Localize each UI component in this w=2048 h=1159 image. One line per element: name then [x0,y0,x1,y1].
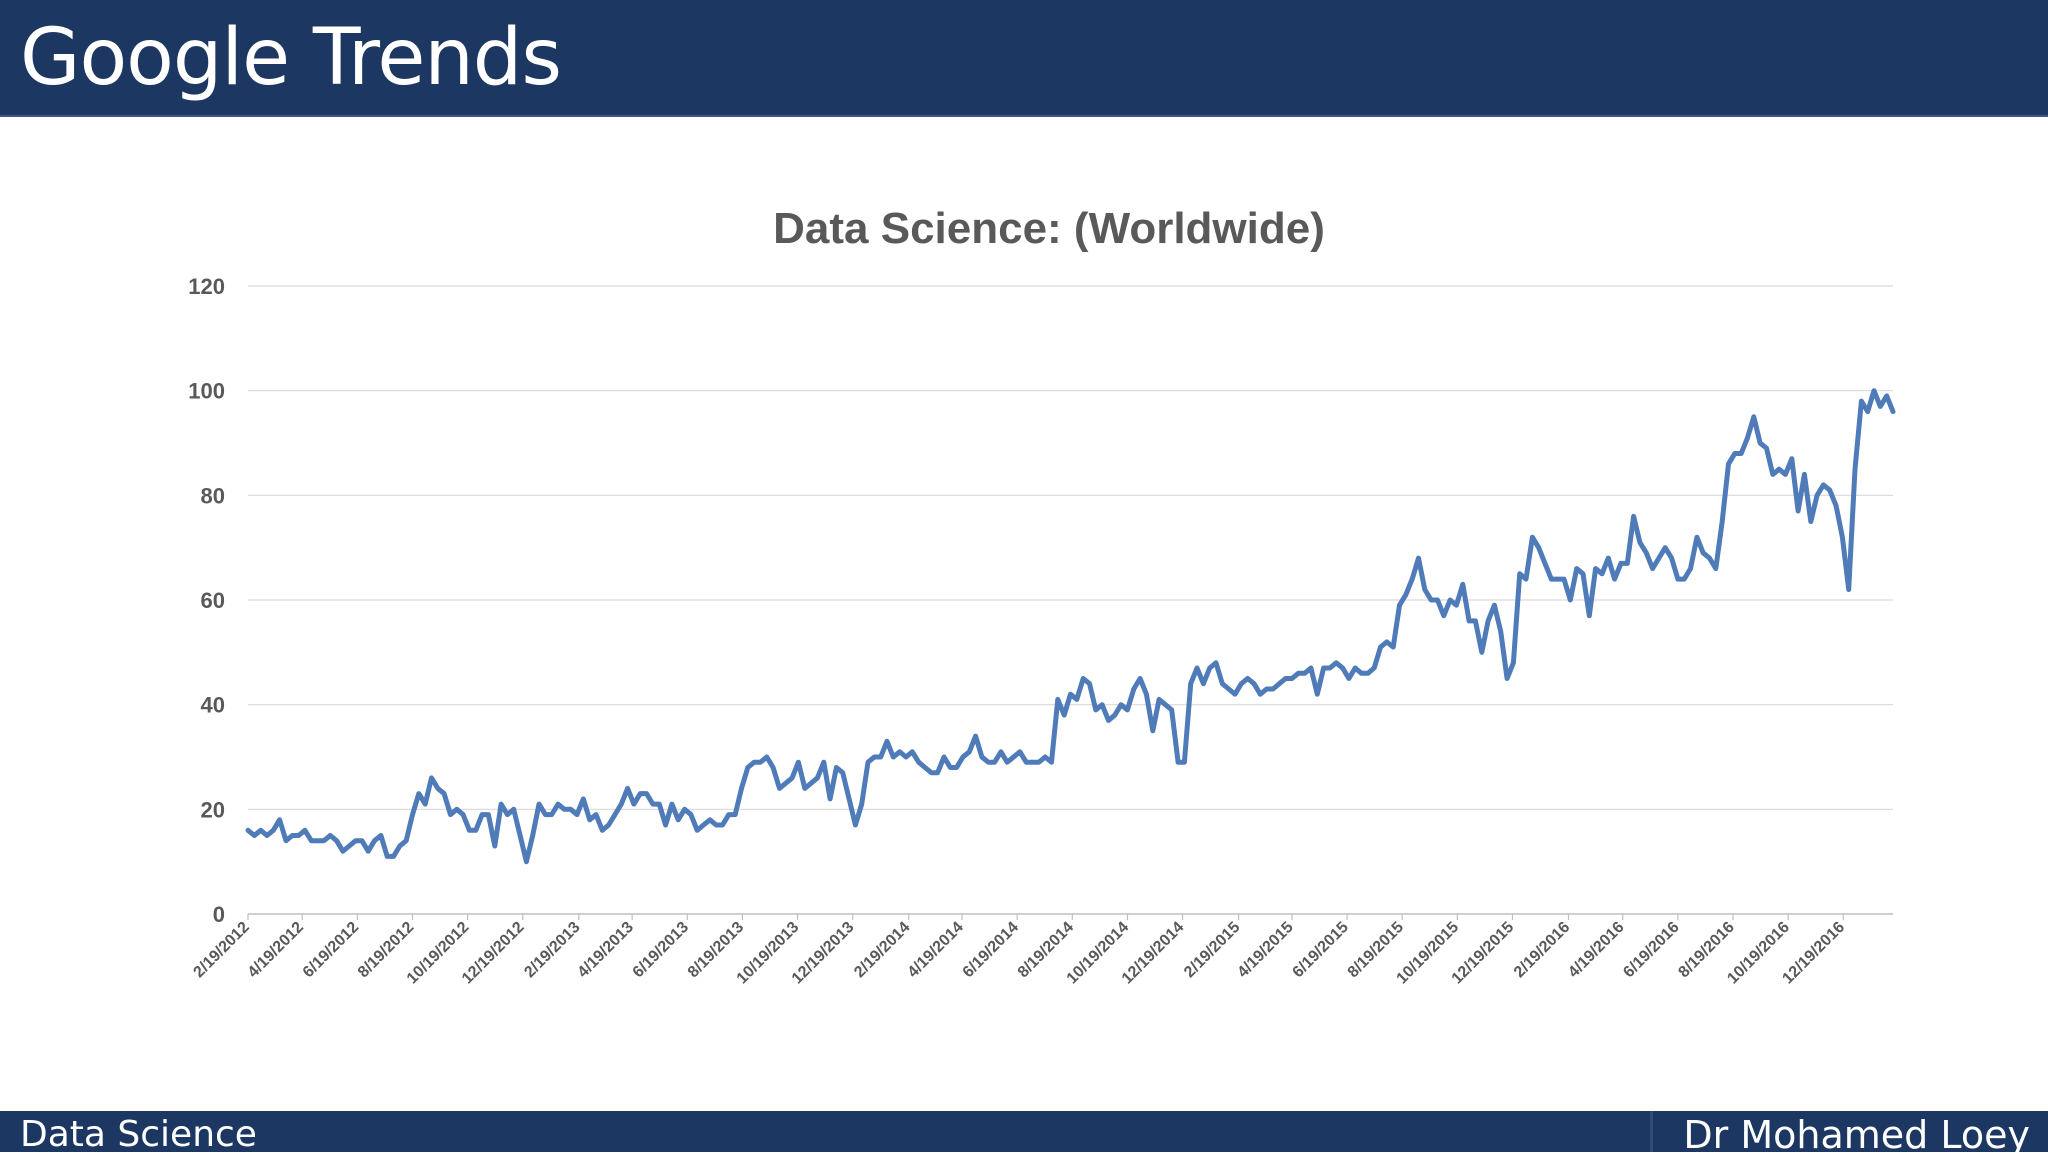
y-tick-label: 120 [188,274,225,299]
slide-title: Google Trends [20,13,562,103]
x-tick-label: 4/19/2013 [575,919,637,981]
footer-author: Dr Mohamed Loey [1683,1113,2030,1157]
x-tick-label: 6/19/2015 [1290,919,1352,981]
y-tick-label: 40 [201,693,225,718]
y-tick-label: 0 [213,902,225,927]
x-tick-label: 4/19/2014 [905,919,967,981]
series-layer [245,388,1896,865]
x-tick-label: 2/19/2016 [1511,919,1573,981]
footer-course-title: Data Science [20,1114,257,1155]
header-bar: Google Trends [0,0,2048,117]
chart-title: Data Science: (Worldwide) [773,204,1325,253]
line-chart: Data Science: (Worldwide) 0 20 40 60 80 100 12… [188,204,1896,987]
series-line [245,388,1896,865]
x-tick-label: 4/19/2016 [1565,919,1627,981]
x-tick-label: 2/19/2013 [521,919,583,981]
footer-bar: Data Science Dr Mohamed Loey [0,1111,2048,1157]
gridlines [248,285,1893,915]
y-tick-label: 100 [188,379,225,404]
x-tick-label: 6/19/2016 [1620,919,1682,981]
footer-divider [1650,1111,1653,1152]
x-tick-label: 6/19/2014 [960,919,1022,981]
y-tick-label: 20 [201,797,225,822]
x-tick-label: 6/19/2012 [300,919,362,981]
x-axis-ticks: 2/19/20124/19/20126/19/20128/19/201210/1… [190,914,1848,987]
x-tick-label: 2/19/2014 [851,919,913,981]
x-tick-label: 6/19/2013 [630,919,692,981]
x-tick-label: 2/19/2015 [1181,919,1243,981]
y-tick-label: 80 [201,483,225,508]
y-tick-label: 60 [201,588,225,613]
x-tick-label: 4/19/2015 [1234,919,1296,981]
x-tick-label: 2/19/2012 [190,919,252,981]
y-axis-ticks: 0 20 40 60 80 100 120 [188,274,225,927]
x-tick-label: 4/19/2012 [245,919,307,981]
